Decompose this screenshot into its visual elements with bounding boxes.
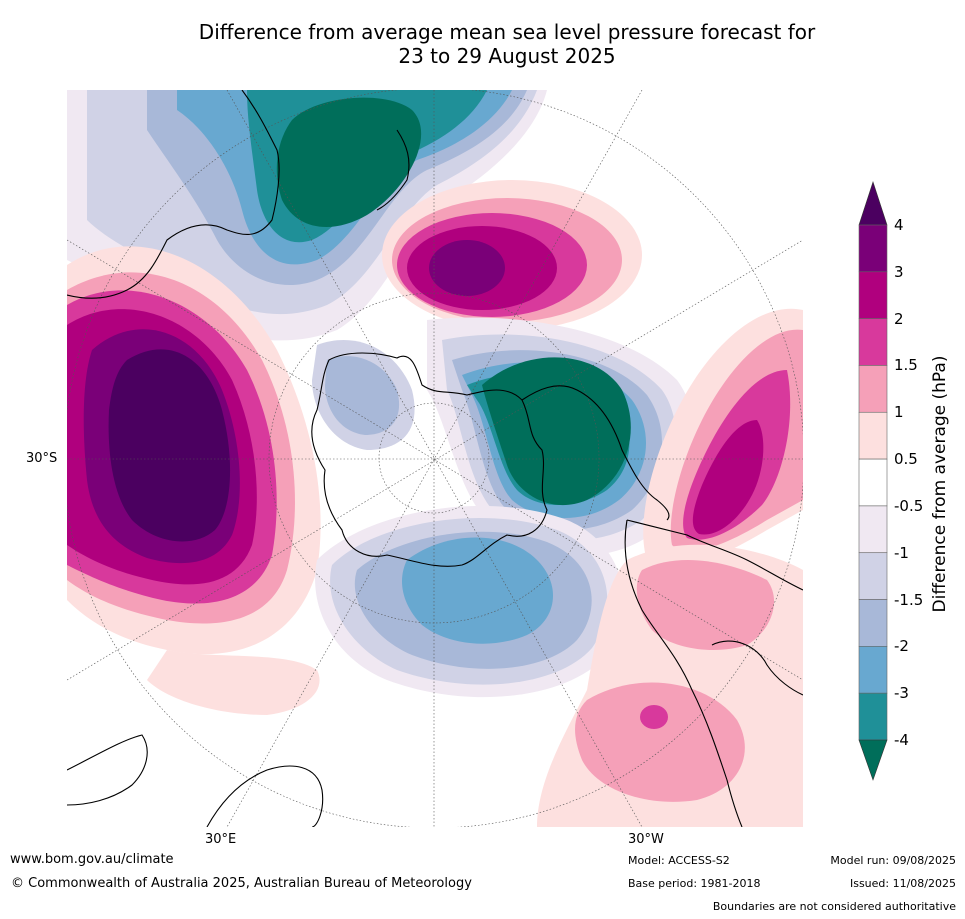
title-line-1: Difference from average mean sea level p… — [198, 20, 816, 44]
colorbar-tick-label: 1.5 — [894, 356, 918, 375]
model-run-text: Model run: 09/08/2025 — [830, 854, 956, 867]
colorbar-tick-label: -1.5 — [894, 590, 924, 609]
colorbar-swatch — [858, 224, 888, 273]
colorbar-tick-label: -4 — [894, 731, 909, 749]
colorbar-tick-label: -0.5 — [894, 496, 924, 515]
colorbar-swatch — [858, 646, 888, 694]
colorbar-swatch — [858, 318, 888, 366]
colorbar-swatch — [858, 458, 888, 507]
coastlines — [67, 90, 803, 827]
colorbar — [858, 181, 888, 781]
colorbar-bottom-arrow — [858, 739, 888, 781]
model-text: Model: ACCESS-S2 — [628, 854, 730, 867]
latitude-label-30s: 30°S — [26, 451, 58, 466]
colorbar-swatch — [858, 365, 888, 413]
title-line-2: 23 to 29 August 2025 — [398, 44, 616, 68]
colorbar-tick-label: 0.5 — [894, 450, 918, 469]
colorbar-tick-label: -1 — [894, 543, 909, 562]
positive-region-north — [382, 180, 642, 330]
colorbar-tick-label: -2 — [894, 637, 909, 656]
colorbar-tick-label: 1 — [894, 403, 904, 422]
colorbar-swatch — [858, 505, 888, 554]
negative-region-central — [312, 317, 695, 556]
colorbar-swatch — [858, 271, 888, 319]
website-link[interactable]: www.bom.gov.au/climate — [10, 852, 174, 867]
graticule — [67, 90, 803, 827]
colorbar-swatch — [858, 552, 888, 600]
disclaimer-text: Boundaries are not considered authoritat… — [712, 900, 956, 913]
longitude-label-30e: 30°E — [205, 832, 237, 847]
colorbar-tick-label: -3 — [894, 684, 909, 703]
copyright-text: © Commonwealth of Australia 2025, Austra… — [11, 876, 472, 891]
colorbar-tick-label: 3 — [894, 262, 904, 281]
map-title: Difference from average mean sea level p… — [0, 20, 965, 68]
colorbar-swatch — [858, 692, 888, 741]
pressure-anomaly-map — [67, 90, 803, 827]
base-period-text: Base period: 1981-2018 — [628, 877, 761, 890]
colorbar-swatch — [858, 599, 888, 647]
negative-region-south — [315, 505, 624, 698]
positive-region-east — [147, 308, 803, 827]
longitude-label-30w: 30°W — [628, 832, 664, 847]
colorbar-title: Difference from average (hPa) — [930, 355, 950, 613]
colorbar-swatch — [858, 411, 888, 460]
positive-region-west — [67, 246, 321, 655]
colorbar-tick-label: 4 — [894, 216, 904, 234]
issued-text: Issued: 11/08/2025 — [849, 877, 956, 890]
colorbar-top-arrow — [858, 181, 888, 226]
colorbar-tick-label: 2 — [894, 309, 904, 328]
